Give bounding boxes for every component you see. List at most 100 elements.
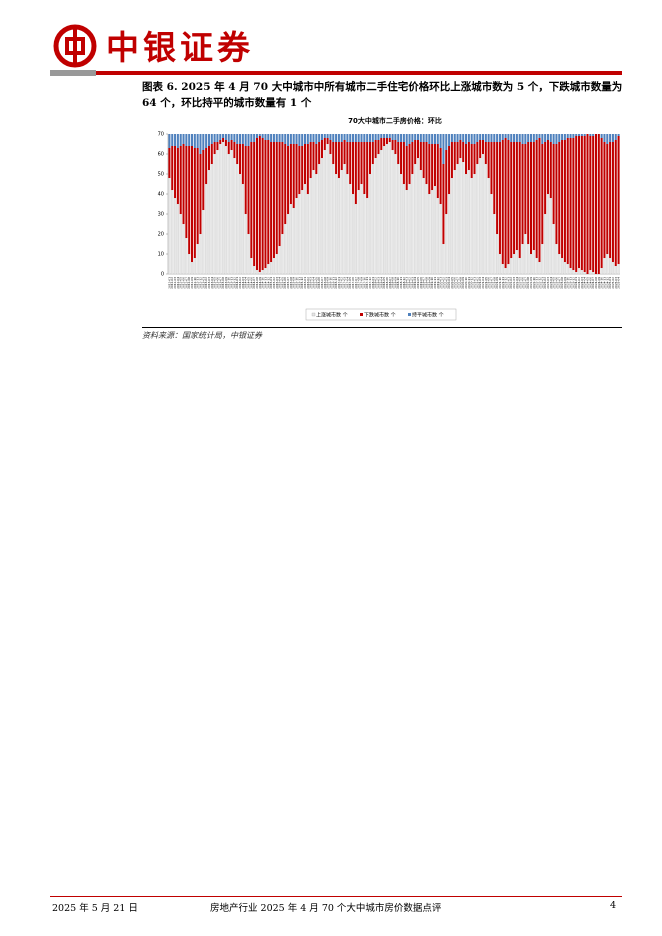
bar-segment xyxy=(346,134,349,142)
bar-segment xyxy=(213,134,216,142)
bar-segment xyxy=(578,134,581,136)
bar-segment xyxy=(357,134,360,142)
x-tick-label: 2013-02 xyxy=(204,277,208,289)
bar-segment xyxy=(473,134,476,144)
bar-segment xyxy=(363,142,366,194)
bar-segment xyxy=(329,134,332,140)
bar-segment xyxy=(222,138,225,142)
bar-segment xyxy=(219,140,222,144)
bar-segment xyxy=(515,249,519,275)
x-tick-label: 2017-01 xyxy=(337,277,341,289)
bar-segment xyxy=(224,134,227,140)
bar-segment xyxy=(230,140,233,150)
bar-segment xyxy=(241,183,244,275)
bar-segment xyxy=(205,148,208,184)
bar-segment xyxy=(377,140,380,154)
bar-segment xyxy=(360,183,363,275)
bar-segment xyxy=(419,142,422,170)
bar-segment xyxy=(572,134,575,138)
y-tick-label: 10 xyxy=(158,252,164,258)
x-tick-label: 2013-03 xyxy=(207,277,211,289)
x-tick-label: 2016-04 xyxy=(311,277,315,289)
bar-segment xyxy=(230,134,233,140)
bar-segment xyxy=(278,142,281,246)
bar-segment xyxy=(318,134,321,142)
figure-rule xyxy=(142,327,622,328)
bar-segment xyxy=(400,142,403,174)
x-tick-label: 2022-06 xyxy=(521,277,525,289)
bar-segment xyxy=(258,134,261,136)
bar-segment xyxy=(332,134,335,142)
bar-segment xyxy=(188,253,191,275)
bar-segment xyxy=(176,148,179,204)
bar-segment xyxy=(388,134,391,138)
bar-segment xyxy=(490,142,493,194)
bar-segment xyxy=(298,193,301,275)
bar-segment xyxy=(230,149,233,275)
y-tick-label: 40 xyxy=(158,192,164,198)
bar-segment xyxy=(320,140,323,158)
bar-segment xyxy=(504,138,507,268)
bar-segment xyxy=(561,140,564,258)
x-tick-label: 2019-01 xyxy=(405,277,409,289)
bar-segment xyxy=(382,145,386,275)
bar-segment xyxy=(182,223,185,275)
bar-segment xyxy=(445,134,448,150)
bar-segment xyxy=(253,134,256,142)
bar-segment xyxy=(193,134,196,148)
bar-segment xyxy=(459,157,462,275)
bar-segment xyxy=(261,138,264,270)
bar-segment xyxy=(301,146,304,190)
bar-segment xyxy=(402,183,406,275)
bar-segment xyxy=(614,265,617,275)
bar-segment xyxy=(575,136,578,272)
bar-segment xyxy=(281,233,284,275)
bar-segment xyxy=(450,134,453,142)
bar-segment xyxy=(515,134,518,142)
bar-segment xyxy=(275,134,278,142)
bar-segment xyxy=(544,134,547,142)
bar-segment xyxy=(357,142,360,190)
footer-line xyxy=(50,896,622,897)
bar-segment xyxy=(343,140,346,164)
bar-segment xyxy=(309,142,312,178)
x-tick-label: 2015-12 xyxy=(300,277,304,289)
bar-segment xyxy=(196,148,199,244)
bar-segment xyxy=(399,173,403,275)
bar-segment xyxy=(349,183,352,275)
bar-segment xyxy=(278,134,281,142)
bar-segment xyxy=(312,134,315,142)
bar-segment xyxy=(487,134,490,142)
bar-segment xyxy=(439,134,442,148)
bar-segment xyxy=(453,134,456,142)
bar-segment xyxy=(572,269,575,275)
legend-swatch xyxy=(408,313,411,316)
x-tick-label: 2020-04 xyxy=(447,277,451,289)
bar-segment xyxy=(465,144,468,174)
x-tick-label: 2016-08 xyxy=(323,277,327,289)
bar-segment xyxy=(422,177,425,275)
x-tick-label: 2016-12 xyxy=(334,277,338,289)
bar-segment xyxy=(281,142,284,234)
bar-segment xyxy=(323,134,326,138)
y-tick-label: 0 xyxy=(161,272,164,278)
x-tick-label: 2019-11 xyxy=(433,277,437,289)
bar-segment xyxy=(397,134,400,142)
legend-label: 持平城市数 个 xyxy=(412,312,444,319)
x-tick-label: 2023-01 xyxy=(540,277,544,289)
bar-segment xyxy=(490,193,493,275)
bar-segment xyxy=(332,163,335,275)
bar-segment xyxy=(510,257,513,275)
x-tick-label: 2012-10 xyxy=(193,277,197,289)
x-tick-label: 2022-01 xyxy=(506,277,510,289)
bar-segment xyxy=(535,134,538,140)
bar-segment xyxy=(580,269,583,275)
bar-segment xyxy=(363,134,366,142)
bar-segment xyxy=(433,134,436,144)
bar-segment xyxy=(569,134,572,138)
bar-segment xyxy=(498,134,501,142)
bar-segment xyxy=(185,146,188,238)
legend-box xyxy=(305,308,457,321)
x-tick-label: 2020-10 xyxy=(464,277,468,289)
